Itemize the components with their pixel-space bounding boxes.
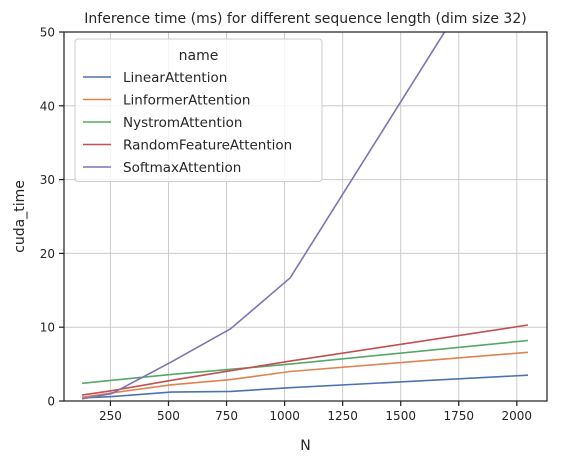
series-line xyxy=(81,324,529,396)
y-tick-label: 50 xyxy=(40,26,55,40)
legend-label: RandomFeatureAttention xyxy=(123,138,292,154)
x-tick-label: 1750 xyxy=(443,409,474,423)
legend-label: NystromAttention xyxy=(123,115,242,131)
chart-title: Inference time (ms) for different sequen… xyxy=(84,11,526,27)
legend-label: LinformerAttention xyxy=(123,93,250,109)
series-line xyxy=(81,32,446,400)
legend-item: SoftmaxAttention xyxy=(83,160,241,176)
y-tick-label: 0 xyxy=(47,395,55,409)
y-tick-label: 40 xyxy=(40,99,55,113)
legend-item: NystromAttention xyxy=(83,115,242,131)
x-tick-label: 1250 xyxy=(327,409,358,423)
x-tick-label: 750 xyxy=(215,409,238,423)
plot-frame xyxy=(63,31,548,402)
legend: name LinearAttention LinformerAttention Ny… xyxy=(74,38,323,182)
axis-ticks: 250 500 750 1000 1250 1500 1750 2000 0 10 20 30 40 50 xyxy=(40,26,532,424)
x-tick-label: 250 xyxy=(99,409,122,423)
legend-item: RandomFeatureAttention xyxy=(83,138,292,154)
x-tick-label: 2000 xyxy=(502,409,533,423)
y-tick-label: 30 xyxy=(40,173,55,187)
legend-label: SoftmaxAttention xyxy=(123,160,241,176)
legend-item: LinearAttention xyxy=(83,70,227,86)
series-line xyxy=(82,339,529,385)
y-tick-label: 10 xyxy=(40,321,55,335)
x-tick-label: 500 xyxy=(157,409,180,423)
x-axis-label: N xyxy=(300,438,310,454)
y-tick-label: 20 xyxy=(40,247,55,261)
series-line xyxy=(82,374,529,399)
legend-title: name xyxy=(179,48,219,64)
legend-box xyxy=(74,38,323,182)
x-tick-label: 1000 xyxy=(269,409,300,423)
series-line xyxy=(81,351,529,399)
x-tick-label: 1500 xyxy=(385,409,416,423)
legend-item: LinformerAttention xyxy=(83,93,250,109)
y-axis-label: cuda_time xyxy=(12,180,28,253)
legend-label: LinearAttention xyxy=(123,70,227,86)
series-lines xyxy=(81,32,529,400)
